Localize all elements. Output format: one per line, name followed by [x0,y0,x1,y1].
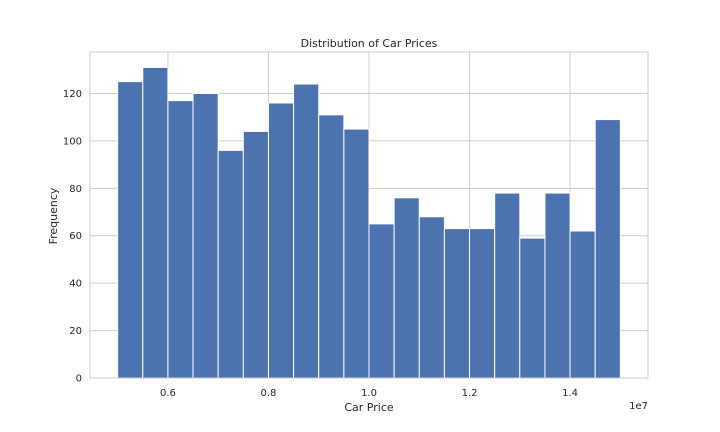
histogram-bar [192,92,219,379]
y-tick-label: 0 [76,374,82,385]
chart-title: Distribution of Car Prices [301,37,438,50]
histogram-bar [343,128,370,379]
histogram-bar [267,102,295,379]
y-tick-label: 120 [63,89,82,100]
histogram-bar [469,228,496,379]
bars [117,66,621,379]
histogram-bar [242,130,269,379]
y-tick-label: 20 [69,326,82,337]
y-tick-label: 40 [69,279,82,290]
y-tick-label: 80 [69,184,82,195]
histogram-bar [167,100,194,379]
histogram-bar [569,230,596,379]
x-tick-label: 1.2 [462,388,478,399]
histogram-bar [117,81,144,379]
x-tick-label: 0.8 [261,388,277,399]
histogram-bar [443,228,471,379]
x-tick-label: 1.4 [562,388,578,399]
histogram-bar [368,223,395,379]
x-axis-label: Car Price [344,401,394,414]
histogram-bar [544,192,571,379]
x-axis-ticks: 0.6 0.8 1.0 1.2 1.4 [160,388,578,399]
histogram-bar [318,114,345,379]
x-axis-offset-label: 1e7 [629,401,648,412]
histogram-bar [594,119,621,379]
y-axis-label: Frequency [47,187,60,244]
plot-frame [89,51,649,379]
histogram-bar [293,83,320,379]
histogram-bar [418,216,445,379]
histogram-bar [494,192,521,379]
y-tick-label: 60 [69,231,82,242]
y-tick-label: 100 [63,136,82,147]
x-tick-label: 1.0 [361,388,377,399]
histogram-bar [142,66,169,379]
histogram-bar [519,237,546,379]
histogram-bar [393,197,420,379]
x-tick-label: 0.6 [160,388,176,399]
histogram-bar [217,149,244,379]
y-axis-ticks: 0 20 40 60 80 100 120 [63,89,82,385]
